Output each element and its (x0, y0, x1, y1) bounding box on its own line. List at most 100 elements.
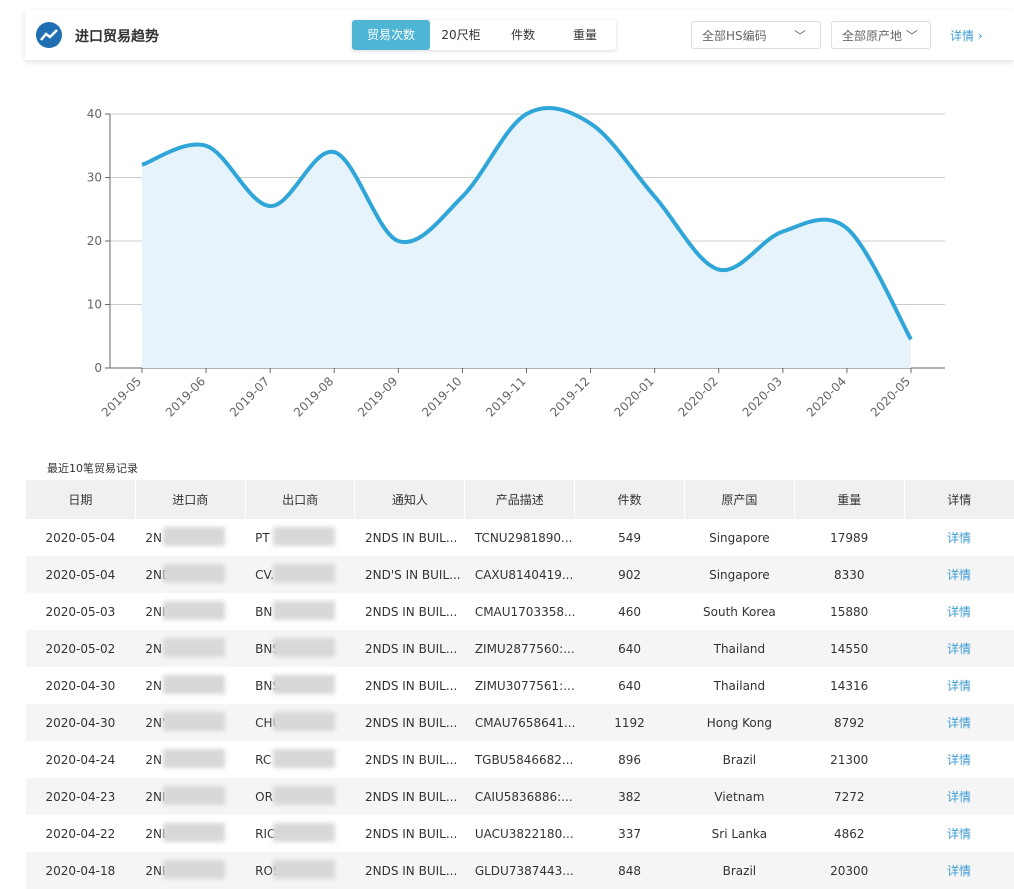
column-header: 原产国 (684, 480, 794, 519)
y-tick-label: 20 (87, 234, 102, 248)
cell[interactable]: 详情 (904, 741, 1014, 778)
cell: 896 (575, 741, 685, 778)
cell: ZIMU2877560:... (465, 630, 575, 667)
cell[interactable]: 详情 (904, 815, 1014, 852)
cell: Sri Lanka (684, 815, 794, 852)
cell: TGBU5846682... (465, 741, 575, 778)
cell: 14550 (794, 630, 904, 667)
cell: 7272 (794, 778, 904, 815)
cell[interactable]: 详情 (904, 593, 1014, 630)
column-header: 产品描述 (465, 480, 575, 519)
cell: 2020-04-24 (26, 741, 136, 778)
column-header: 出口商 (245, 480, 355, 519)
y-tick-label: 10 (87, 298, 102, 312)
redaction (273, 601, 335, 620)
area (142, 108, 911, 368)
cell: 2N (135, 741, 245, 778)
cell[interactable]: 详情 (904, 556, 1014, 593)
cell: 2NDS IN BUIL... (355, 778, 465, 815)
cell: OR (245, 778, 355, 815)
cell: CV. (245, 556, 355, 593)
cell: 2020-05-04 (26, 519, 136, 556)
cell: RICH (245, 815, 355, 852)
cell: GLDU7387443... (465, 852, 575, 889)
cell: 2N (135, 667, 245, 704)
cell[interactable]: 详情 (904, 519, 1014, 556)
cell[interactable]: 详情 (904, 778, 1014, 815)
cell: 2020-04-18 (26, 852, 136, 889)
cell: Thailand (684, 667, 794, 704)
cell: BNS (245, 667, 355, 704)
x-tick-label: 2019-08 (291, 374, 336, 419)
x-tick-label: 2019-07 (227, 374, 272, 419)
redaction (163, 860, 225, 879)
cell: BNS (245, 630, 355, 667)
cell: 640 (575, 630, 685, 667)
column-header: 进口商 (135, 480, 245, 519)
cell: 2NDS IN BUIL... (355, 593, 465, 630)
cell: 2NI (135, 593, 245, 630)
cell: Singapore (684, 519, 794, 556)
cell: BN (245, 593, 355, 630)
cell: 382 (575, 778, 685, 815)
cell[interactable]: 详情 (904, 704, 1014, 741)
redaction (163, 712, 225, 731)
x-tick-label: 2019-11 (483, 374, 528, 419)
cell[interactable]: 详情 (904, 852, 1014, 889)
cell: Brazil (684, 741, 794, 778)
cell: 2N' (135, 704, 245, 741)
cell: 4862 (794, 815, 904, 852)
cell: Vietnam (684, 778, 794, 815)
x-tick-label: 2020-01 (611, 374, 656, 419)
y-tick-label: 0 (94, 361, 102, 375)
cell: RC (245, 741, 355, 778)
cell: 20300 (794, 852, 904, 889)
cell: 8792 (794, 704, 904, 741)
redaction (163, 749, 225, 768)
cell: 15880 (794, 593, 904, 630)
cell: 17989 (794, 519, 904, 556)
cell: 640 (575, 667, 685, 704)
redaction (163, 786, 225, 805)
redaction (273, 712, 335, 731)
cell: CHU (245, 704, 355, 741)
redaction (273, 675, 335, 694)
y-tick-label: 40 (87, 107, 102, 121)
cell: 2NDS IN BUIL... (355, 815, 465, 852)
cell: 2ND'S IN BUIL... (355, 556, 465, 593)
table-caption: 最近10笔贸易记录 (47, 460, 138, 476)
cell: 2NDS IN BUIL... (355, 704, 465, 741)
cell: PT (245, 519, 355, 556)
x-tick-label: 2020-04 (804, 374, 849, 419)
cell[interactable]: 详情 (904, 630, 1014, 667)
cell: UACU3822180... (465, 815, 575, 852)
cell: 2N (135, 519, 245, 556)
cell: 902 (575, 556, 685, 593)
redaction (163, 527, 225, 546)
redaction (163, 823, 225, 842)
cell: Singapore (684, 556, 794, 593)
cell: ZIMU3077561:... (465, 667, 575, 704)
column-header: 重量 (794, 480, 904, 519)
cell[interactable]: 详情 (904, 667, 1014, 704)
cell: 2NDS IN BUIL... (355, 852, 465, 889)
redaction (273, 638, 335, 657)
cell: 2020-05-04 (26, 556, 136, 593)
cell: CMAU7658641... (465, 704, 575, 741)
cell: 2020-04-30 (26, 667, 136, 704)
cell: 2020-04-30 (26, 704, 136, 741)
cell: 2NI (135, 778, 245, 815)
cell: 337 (575, 815, 685, 852)
